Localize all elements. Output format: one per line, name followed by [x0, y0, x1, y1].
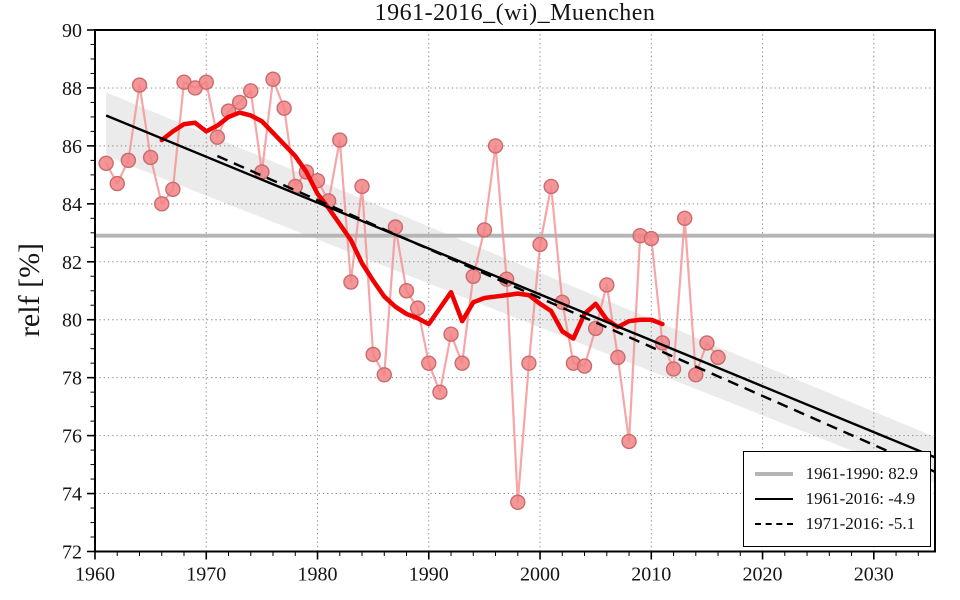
data-point: [231, 94, 248, 111]
data-point: [354, 178, 370, 195]
svg-text:84: 84: [62, 194, 82, 216]
data-point: [676, 210, 693, 227]
svg-text:72: 72: [62, 542, 82, 564]
data-point: [521, 355, 537, 371]
svg-text:90: 90: [62, 20, 82, 42]
data-point: [131, 77, 148, 93]
data-point: [265, 71, 281, 87]
data-point: [665, 361, 682, 377]
svg-text:74: 74: [62, 484, 82, 506]
svg-text:2000: 2000: [520, 564, 560, 586]
legend-line-sample-dashed: [754, 523, 793, 525]
annual-series-line: [105, 78, 719, 504]
data-point: [398, 283, 415, 299]
svg-text:80: 80: [62, 310, 82, 332]
data-point: [621, 433, 637, 450]
legend-item-trend-dashed: 1971-2016: -5.1: [754, 514, 918, 534]
annual-series-markers: [98, 71, 726, 510]
data-point: [343, 274, 359, 290]
data-point: [365, 346, 381, 363]
legend-item-trend-solid: 1961-2016: -4.9: [754, 489, 918, 509]
x-tick-labels: 1960 1970 1980 1990 2000 2010 2020 2030: [75, 564, 894, 586]
confidence-band: [106, 92, 935, 484]
legend-box: 1961-1990: 82.9 1961-2016: -4.9 1971-201…: [742, 451, 931, 547]
data-point: [532, 236, 548, 253]
svg-text:88: 88: [62, 78, 82, 100]
data-point: [465, 268, 481, 284]
data-point: [454, 355, 470, 371]
data-point: [109, 175, 125, 192]
svg-text:1980: 1980: [298, 564, 338, 586]
svg-text:2030: 2030: [854, 564, 894, 586]
svg-text:78: 78: [62, 368, 82, 390]
data-point: [421, 355, 437, 371]
data-point: [209, 129, 226, 145]
svg-text:1990: 1990: [409, 564, 449, 586]
legend-line-sample-gray: [754, 472, 793, 476]
y-axis-label: relf [%]: [13, 242, 46, 338]
data-point: [510, 494, 526, 510]
data-point: [710, 349, 726, 366]
legend-label: 1971-2016: -5.1: [805, 514, 916, 533]
data-point: [443, 326, 459, 342]
y-tick-labels: 72 74 76 78 80 82 84 86 88 90: [62, 20, 82, 564]
axis-ticks: [87, 29, 919, 560]
legend-label: 1961-2016: -4.9: [805, 489, 916, 508]
legend-label: 1961-1990: 82.9: [805, 464, 918, 483]
svg-text:86: 86: [62, 136, 82, 158]
data-point: [699, 335, 715, 351]
data-point: [198, 74, 214, 90]
data-point: [276, 100, 292, 116]
data-point: [142, 149, 159, 166]
data-point: [487, 138, 504, 154]
data-point: [476, 222, 493, 238]
data-point: [543, 178, 559, 195]
chart-title: 1961-2016_(wi)_Muenchen: [374, 0, 656, 26]
data-point: [165, 181, 181, 198]
data-point: [98, 155, 114, 171]
data-point: [599, 277, 615, 293]
data-point: [243, 83, 259, 99]
smoothed-series-line: [159, 110, 665, 341]
data-point: [332, 132, 348, 148]
trend-line-1961-2016: [105, 114, 936, 459]
trend-line-1971-2016: [216, 154, 936, 473]
data-point: [610, 349, 626, 366]
data-point: [376, 367, 392, 383]
legend-line-sample-solid: [754, 498, 793, 500]
svg-text:1970: 1970: [186, 564, 226, 586]
legend-item-mean: 1961-1990: 82.9: [754, 464, 918, 484]
svg-text:76: 76: [62, 426, 82, 448]
svg-text:2020: 2020: [743, 564, 783, 586]
svg-text:1960: 1960: [75, 564, 115, 586]
svg-text:2010: 2010: [631, 564, 671, 586]
data-point: [432, 384, 448, 400]
data-point: [154, 196, 170, 212]
data-point: [120, 152, 137, 169]
svg-text:82: 82: [62, 252, 82, 274]
data-point: [576, 358, 593, 374]
data-point: [409, 300, 426, 316]
data-point: [643, 230, 659, 247]
